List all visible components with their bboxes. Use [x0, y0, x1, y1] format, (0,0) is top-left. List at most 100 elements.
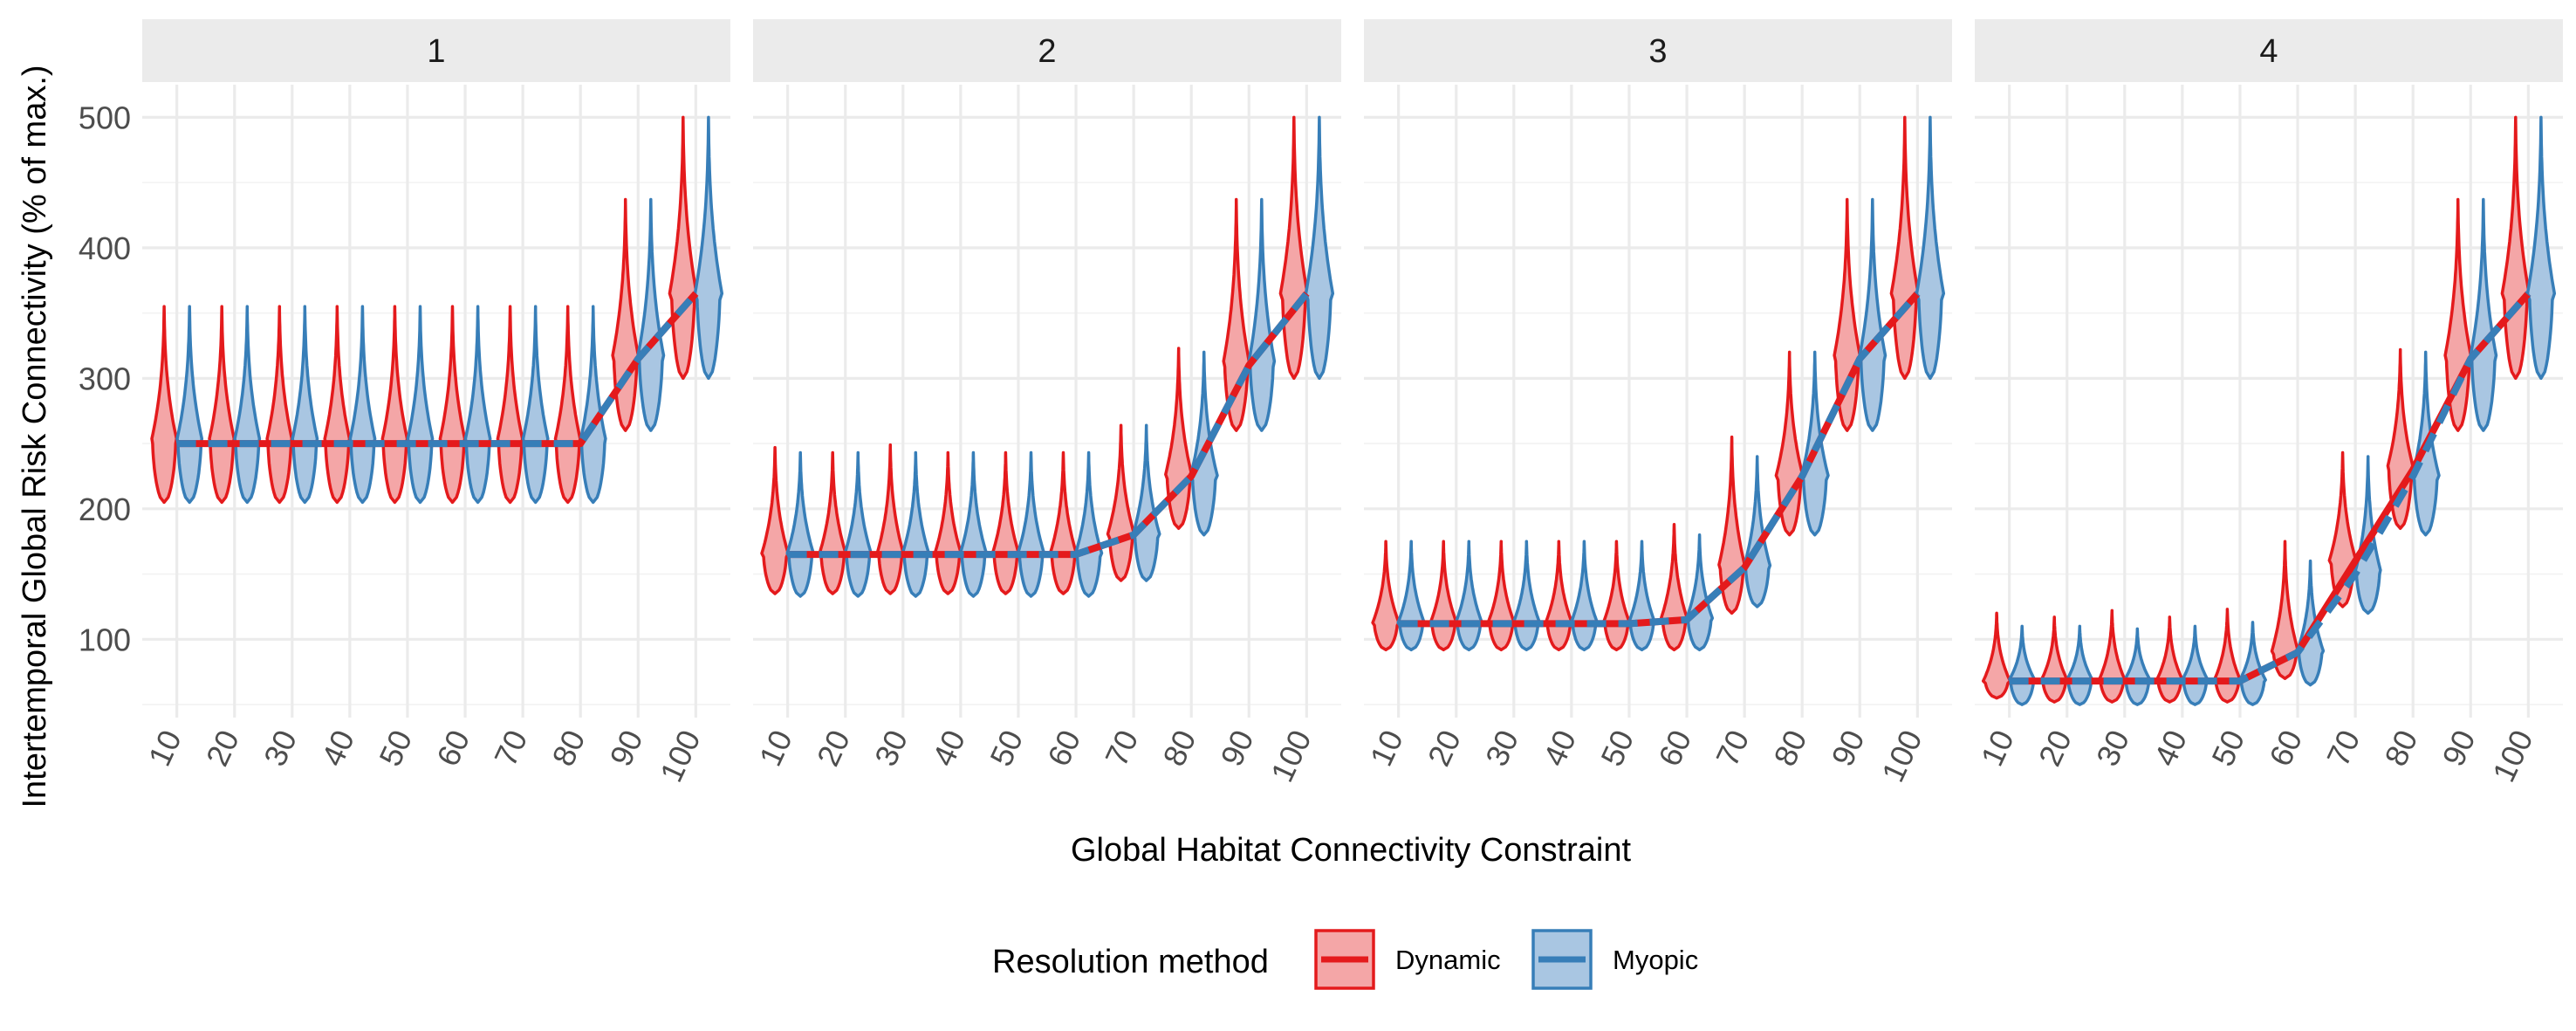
x-tick-label: 70 — [487, 725, 534, 772]
violin-dynamic — [1486, 540, 1517, 652]
x-tick-label: 20 — [1421, 725, 1468, 772]
x-tick-label: 10 — [1363, 725, 1410, 772]
y-tick-label: 400 — [79, 230, 131, 266]
y-tick-label: 100 — [79, 622, 131, 657]
x-tick-label: 30 — [867, 725, 915, 772]
violin-myopic — [2469, 197, 2498, 432]
facet-panel-2: 2 10 20 30 40 50 60 70 80 90 100 — [752, 19, 1341, 787]
x-tick-label: 90 — [2435, 725, 2482, 772]
x-tick-label: 40 — [925, 725, 972, 772]
violin-dynamic — [1106, 423, 1136, 582]
legend-items: Dynamic Myopic — [1314, 929, 1698, 990]
x-tick-label: 40 — [2147, 725, 2194, 772]
violin-dynamic — [760, 445, 790, 595]
y-tick-label: 200 — [79, 491, 131, 527]
facet-strip-label: 2 — [1038, 33, 1056, 70]
x-tick-label: 20 — [2031, 725, 2079, 772]
violin-myopic — [843, 450, 873, 598]
legend-item-myopic: Myopic — [1531, 929, 1698, 990]
x-tick-label: 60 — [1651, 725, 1698, 772]
violin-dynamic — [2098, 608, 2127, 704]
violin-dynamic — [1544, 540, 1574, 652]
facet-strip — [1364, 19, 1952, 82]
y-tick-label: 500 — [79, 100, 131, 135]
x-tick-label: 80 — [1155, 725, 1202, 772]
violin-myopic — [463, 305, 492, 505]
legend: Resolution method Dynamic Myopic — [992, 929, 1698, 990]
violin-dynamic — [1601, 540, 1632, 652]
x-tick-label: 40 — [314, 725, 361, 772]
violin-dynamic — [934, 450, 963, 595]
violin-myopic — [1627, 540, 1657, 652]
violin-dynamic — [1049, 450, 1078, 595]
violin-myopic — [785, 450, 815, 598]
median-line-myopic — [1398, 291, 1921, 628]
violin-myopic — [233, 305, 262, 505]
violin-myopic — [579, 305, 607, 505]
x-tick-label: 30 — [1478, 725, 1525, 772]
violin-dynamic — [1428, 540, 1458, 652]
facet-strip-label: 4 — [2259, 33, 2278, 70]
x-tick-label: 100 — [1874, 725, 1929, 787]
violin-dynamic — [875, 443, 905, 595]
x-tick-label: 50 — [983, 725, 1030, 772]
x-tick-label: 50 — [372, 725, 419, 772]
violin-myopic — [406, 305, 435, 505]
violin-myopic — [175, 305, 204, 505]
facet-panel-4: 4 10 20 30 40 50 60 70 80 90 100 — [1974, 19, 2563, 787]
median-line-myopic — [176, 291, 699, 448]
legend-label: Myopic — [1613, 945, 1698, 975]
x-tick-label: 70 — [2319, 725, 2367, 772]
violin-myopic — [1511, 540, 1542, 652]
violin-myopic — [958, 450, 989, 598]
violin-myopic — [1685, 533, 1715, 652]
violin-dynamic — [1659, 523, 1689, 652]
median-line-myopic — [2009, 291, 2531, 685]
x-tick-label: 50 — [2204, 725, 2251, 772]
x-tick-label: 70 — [1098, 725, 1145, 772]
facet-strip — [753, 19, 1341, 82]
violin-dynamic — [2270, 540, 2300, 680]
facet-strip-label: 1 — [427, 33, 445, 70]
x-tick-label: 30 — [257, 725, 304, 772]
x-tick-label: 10 — [1974, 725, 2021, 772]
violins — [760, 115, 1335, 598]
y-axis-title: Intertemporal Global Risk Connectivity (… — [17, 65, 53, 808]
violin-dynamic — [150, 305, 179, 505]
violin-dynamic — [2155, 615, 2185, 704]
violin-myopic — [1396, 540, 1426, 652]
x-tick-label: 10 — [752, 725, 799, 772]
violin-myopic — [1247, 197, 1277, 432]
violin-dynamic — [380, 305, 409, 505]
violin-dynamic — [991, 450, 1020, 595]
violin-myopic — [1016, 450, 1046, 598]
legend-title: Resolution method — [992, 944, 1269, 980]
violin-dynamic — [1371, 540, 1401, 652]
violin-myopic — [901, 450, 931, 598]
x-tick-label: 20 — [810, 725, 857, 772]
x-tick-label: 80 — [1766, 725, 1813, 772]
facet-strip-label: 3 — [1648, 33, 1667, 70]
violin-dynamic — [208, 305, 236, 505]
violin-myopic — [1073, 450, 1104, 598]
violin-myopic — [1131, 423, 1161, 582]
x-tick-label: 80 — [2377, 725, 2424, 772]
x-tick-label: 50 — [1593, 725, 1641, 772]
violin-myopic — [521, 305, 550, 505]
x-tick-label: 20 — [199, 725, 246, 772]
violin-dynamic — [553, 305, 582, 505]
facet-panel-3: 3 10 20 30 40 50 60 70 80 90 100 — [1363, 19, 1952, 787]
violin-dynamic — [819, 450, 847, 595]
x-tick-label: 90 — [1824, 725, 1871, 772]
gridlines — [1364, 85, 1952, 718]
x-tick-label: 30 — [2089, 725, 2136, 772]
x-tick-label: 60 — [1040, 725, 1087, 772]
x-tick-label: 90 — [602, 725, 649, 772]
violin-myopic — [1858, 197, 1887, 432]
violin-myopic — [636, 197, 666, 432]
violin-myopic — [1454, 540, 1483, 652]
y-tick-label: 300 — [79, 361, 131, 396]
legend-label: Dynamic — [1395, 945, 1501, 975]
